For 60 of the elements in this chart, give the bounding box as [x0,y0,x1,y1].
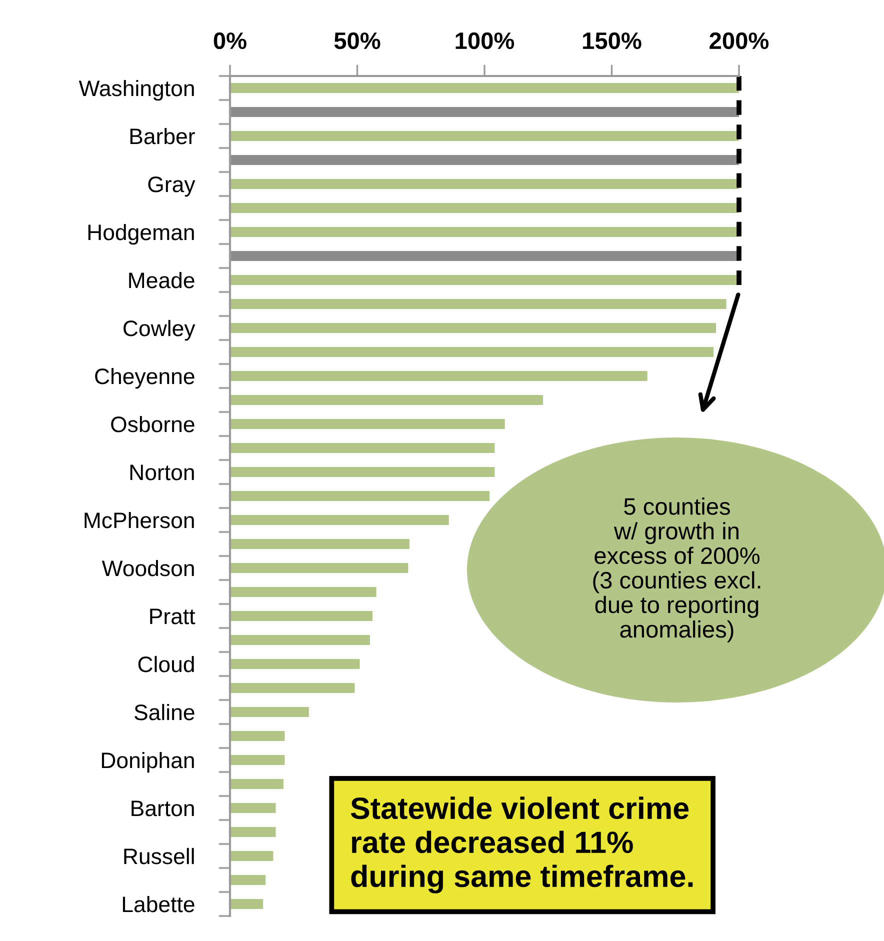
bar [230,874,266,886]
y-tick-label: Cowley [124,320,196,341]
y-tick-label: McPherson [84,512,194,528]
bar [230,82,739,94]
y-tick-label: Hodgeman [88,224,194,245]
bar [230,130,739,142]
y-tick-label: Barber [130,128,195,144]
y-tick-label: Barton [132,800,194,816]
y-tick-label: Saline [134,704,194,720]
bar [230,106,739,118]
bar [230,250,739,262]
y-tick-label: Meade [129,272,194,288]
bar [230,274,739,286]
bar [230,634,370,646]
bar [230,442,495,454]
bar [230,394,544,406]
x-tick-label: 100% [456,32,514,50]
x-tick-label: 50% [334,32,380,50]
bar [230,154,739,166]
annotation: 5 counties w/ growth in excess of 200% (3 counties excl. due to reporting anomalies) [593,498,760,642]
bar [230,322,716,334]
y-tick-label: Norton [130,464,194,480]
bar [230,658,360,670]
bar [230,706,309,718]
bar [230,682,355,694]
annotation: Statewide violent crime rate decreased 11% during same timeframe. [350,796,693,894]
bar [230,298,726,310]
bar [230,754,285,766]
bar [230,802,276,814]
bar [230,610,373,622]
y-tick-label: Doniphan [102,752,194,773]
bar [230,370,648,382]
x-tick-label: 0% [214,32,246,50]
y-tick-label: Osborne [111,416,194,432]
bar [230,778,284,790]
bar [230,514,449,526]
y-tick-label: Labette [122,896,194,912]
bar [230,586,376,598]
y-tick-label: Cloud [138,656,194,672]
y-tick-label: Washington [78,80,194,101]
y-tick-label: Cheyenne [95,368,194,389]
x-tick-label: 200% [710,32,769,50]
y-tick-label: Pratt [150,608,196,624]
bar [230,178,739,190]
bar [230,226,739,238]
bar [230,346,714,358]
bar [230,418,505,430]
bar [230,490,490,502]
y-tick-label: Russell [124,848,194,864]
bar [230,538,410,550]
bar [230,850,274,862]
bar [230,730,285,742]
y-tick-label: Woodson [102,560,194,576]
y-tick-label: Gray [148,176,196,197]
bar [230,466,495,478]
x-tick-label: 150% [583,32,642,50]
bar [230,202,739,214]
bar [230,826,276,838]
bar [230,898,264,910]
bar [230,562,408,574]
